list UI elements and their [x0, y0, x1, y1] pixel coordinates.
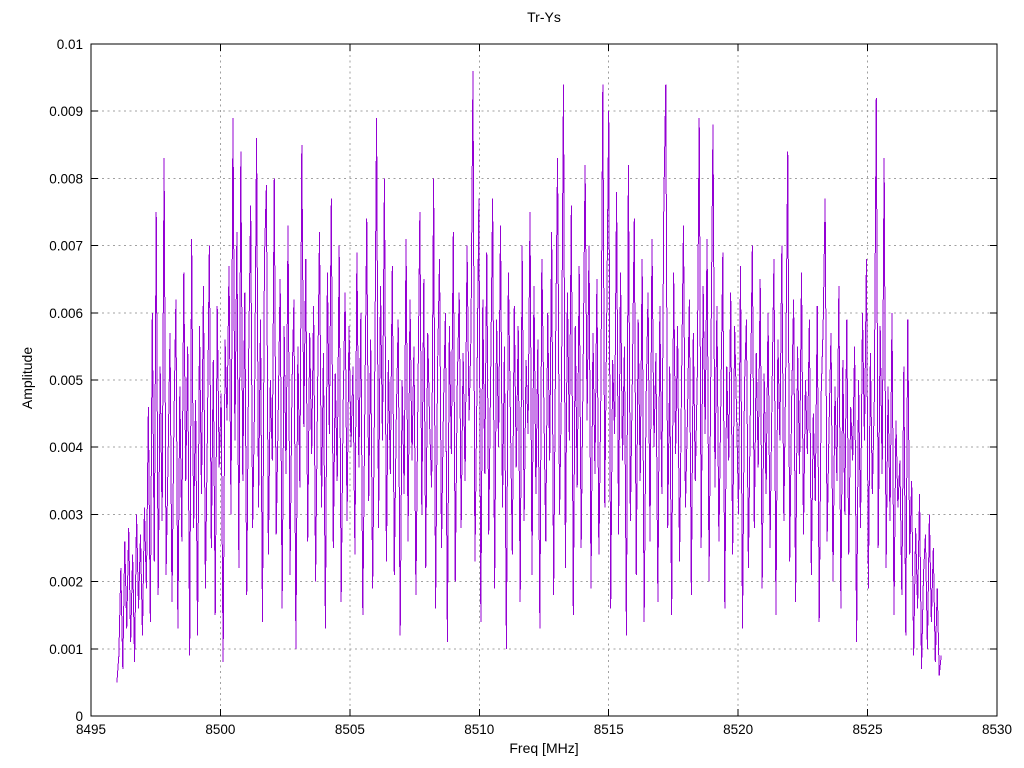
x-axis-label: Freq [MHz]: [509, 740, 579, 756]
x-tick-label: 8530: [982, 722, 1012, 737]
y-tick-label: 0.008: [49, 171, 83, 186]
chart-title: Tr-Ys: [527, 9, 561, 25]
y-tick-label: 0.001: [49, 642, 83, 657]
y-tick-label: 0.004: [49, 440, 83, 455]
x-tick-label: 8495: [76, 722, 106, 737]
x-tick-label: 8520: [723, 722, 753, 737]
data-series-line: [116, 70, 942, 683]
y-tick-label: 0.006: [49, 306, 83, 321]
y-tick-label: 0.01: [57, 37, 83, 52]
y-tick-label: 0.007: [49, 239, 83, 254]
y-axis-label: Amplitude: [19, 346, 35, 410]
x-tick-label: 8505: [335, 722, 365, 737]
x-tick-label: 8500: [205, 722, 235, 737]
y-tick-label: 0.002: [49, 575, 83, 590]
y-tick-label: 0.003: [49, 507, 83, 522]
y-tick-label: 0.005: [49, 373, 83, 388]
y-tick-label: 0: [75, 709, 83, 724]
x-tick-label: 8510: [464, 722, 494, 737]
y-tick-label: 0.009: [49, 104, 83, 119]
x-tick-label: 8515: [594, 722, 624, 737]
x-tick-label: 8525: [853, 722, 883, 737]
